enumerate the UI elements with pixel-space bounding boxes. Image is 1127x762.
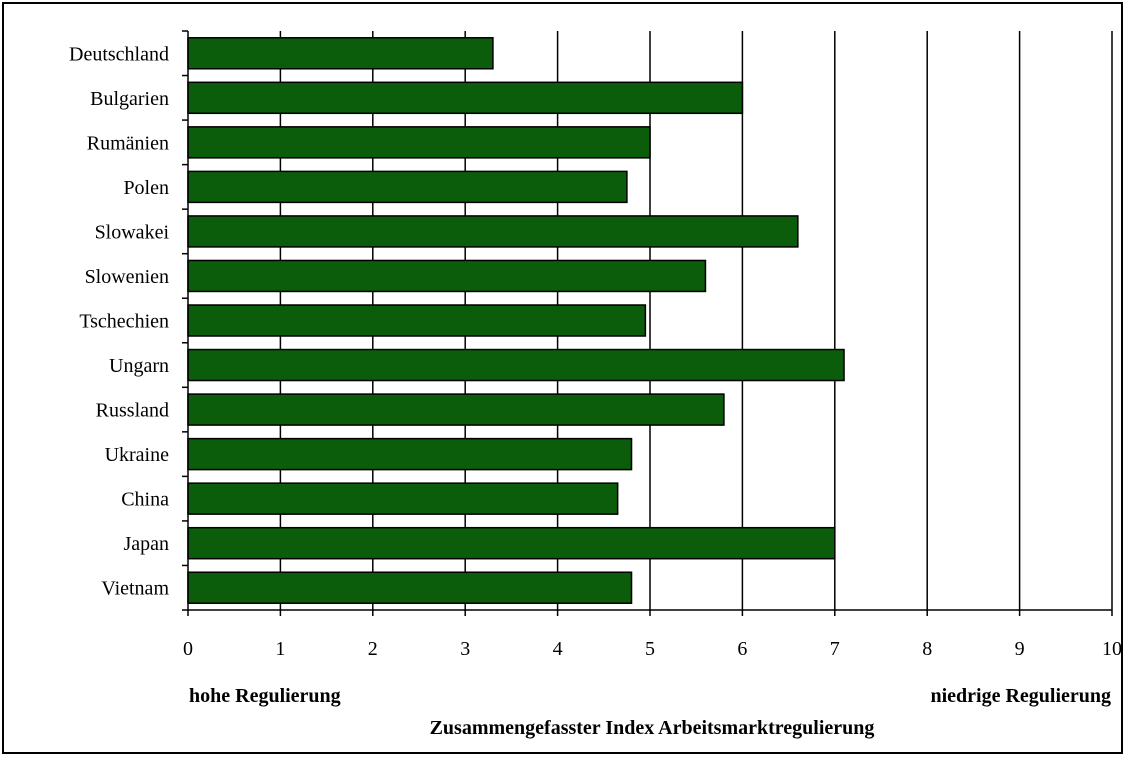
axes	[182, 30, 1113, 616]
category-labels: Deutschland Bulgarien Rumänien Polen Slowake…	[69, 43, 169, 599]
x-tick-label: 10	[1102, 638, 1122, 660]
bar	[187, 215, 799, 248]
chart-svg: Deutschland Bulgarien Rumänien Polen Slowake…	[69, 30, 1122, 739]
category-label: Slowakei	[95, 221, 170, 243]
x-tick-label: 9	[1015, 638, 1025, 660]
x-tick-label: 4	[553, 638, 563, 660]
category-label: Deutschland	[69, 43, 169, 65]
x-tick-label: 5	[645, 638, 655, 660]
x-tick-label: 2	[368, 638, 378, 660]
bar	[187, 526, 836, 560]
x-tick-label: 6	[737, 638, 747, 660]
x-tick-labels: 0 1 2 3 4 5 6 7 8 9 10	[183, 638, 1122, 660]
bar	[187, 304, 647, 337]
bar	[187, 37, 494, 70]
bar	[187, 571, 633, 604]
bar	[187, 393, 725, 426]
bar	[187, 482, 619, 515]
x-tick-label: 0	[183, 638, 193, 660]
category-label: Tschechien	[79, 311, 169, 333]
category-label: China	[121, 489, 169, 511]
category-label: Japan	[123, 533, 169, 555]
category-label: Polen	[123, 177, 169, 199]
x-tick-label: 1	[275, 638, 285, 660]
bars	[187, 37, 845, 604]
bar	[187, 348, 845, 382]
bar	[187, 126, 651, 159]
x-tick-label: 8	[922, 638, 932, 660]
bar	[187, 259, 707, 293]
bar	[187, 170, 628, 204]
low-end-label: hohe Regulierung	[189, 685, 341, 707]
bar	[187, 81, 744, 115]
high-end-label: niedrige Regulierung	[930, 685, 1111, 707]
x-tick-label: 3	[460, 638, 470, 660]
x-axis-label: Zusammengefasster Index Arbeitsmarktregu…	[430, 717, 875, 739]
category-label: Bulgarien	[90, 88, 169, 110]
category-label: Slowenien	[85, 266, 169, 288]
bar	[187, 437, 633, 471]
category-label: Vietnam	[101, 578, 169, 600]
x-tick-label: 7	[830, 638, 840, 660]
category-label: Russland	[96, 400, 169, 422]
category-label: Rumänien	[87, 132, 169, 154]
category-label: Ukraine	[105, 444, 170, 466]
category-label: Ungarn	[109, 355, 169, 377]
